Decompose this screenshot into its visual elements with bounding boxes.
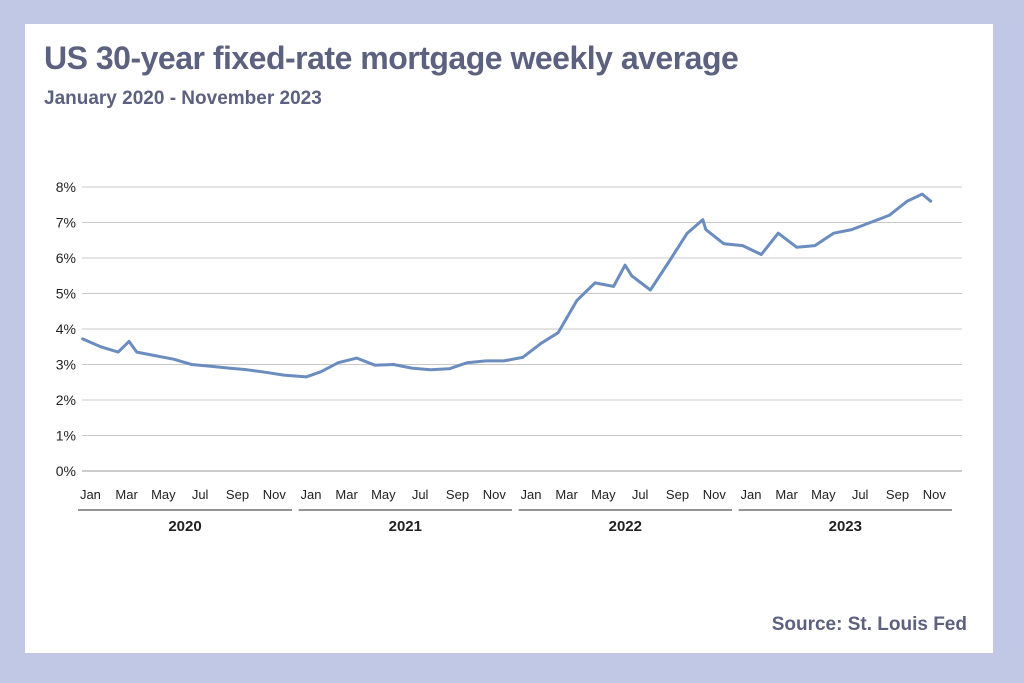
x-tick-label: Mar — [555, 487, 578, 502]
year-label: 2021 — [389, 518, 422, 535]
x-tick-label: May — [151, 487, 176, 502]
x-tick-label: Nov — [263, 487, 287, 502]
x-tick-label: May — [811, 487, 836, 502]
y-tick-label: 7% — [56, 215, 76, 231]
chart-card — [25, 24, 993, 653]
x-tick-label: Jan — [521, 487, 542, 502]
year-label: 2022 — [609, 518, 642, 535]
x-tick-label: Jul — [852, 487, 869, 502]
x-tick-label: Jan — [80, 487, 101, 502]
x-tick-label: Jul — [632, 487, 649, 502]
y-tick-label: 8% — [56, 179, 76, 195]
x-tick-label: Jan — [301, 487, 322, 502]
x-tick-label: May — [371, 487, 396, 502]
x-tick-label: Jul — [412, 487, 429, 502]
y-tick-label: 3% — [56, 357, 76, 373]
y-tick-label: 2% — [56, 392, 76, 408]
x-tick-label: Nov — [923, 487, 947, 502]
year-label: 2023 — [829, 518, 862, 535]
x-tick-label: Mar — [775, 487, 798, 502]
x-tick-label: Sep — [666, 487, 689, 502]
chart-subtitle: January 2020 - November 2023 — [44, 88, 322, 109]
y-tick-label: 0% — [56, 463, 76, 479]
x-tick-label: Jul — [192, 487, 209, 502]
x-tick-label: Sep — [446, 487, 469, 502]
y-tick-label: 5% — [56, 286, 76, 302]
y-tick-label: 6% — [56, 250, 76, 266]
x-tick-label: Sep — [886, 487, 909, 502]
x-tick-label: Mar — [115, 487, 138, 502]
source-note: Source: St. Louis Fed — [771, 614, 967, 635]
x-tick-label: Sep — [226, 487, 249, 502]
x-tick-label: Nov — [483, 487, 507, 502]
chart-title: US 30-year fixed-rate mortgage weekly av… — [44, 40, 739, 76]
series-line — [81, 192, 933, 379]
year-label: 2020 — [168, 518, 201, 535]
x-tick-label: Nov — [703, 487, 727, 502]
y-tick-label: 4% — [56, 321, 76, 337]
x-tick-label: Mar — [335, 487, 358, 502]
x-tick-label: Jan — [741, 487, 762, 502]
y-tick-label: 1% — [56, 428, 76, 444]
x-tick-label: May — [591, 487, 616, 502]
